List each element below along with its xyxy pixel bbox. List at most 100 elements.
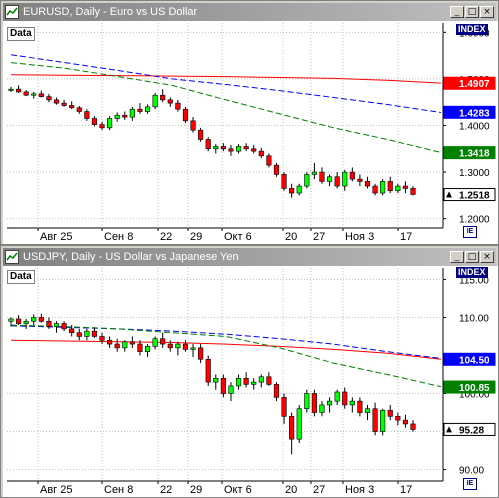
- x-tick-label: Авг 25: [40, 484, 72, 496]
- close-button[interactable]: ×: [480, 251, 494, 263]
- candle-body: [114, 343, 120, 349]
- price-tag-box: [443, 146, 496, 160]
- candle-body: [281, 174, 287, 189]
- chart-corner-button[interactable]: IE: [463, 226, 477, 238]
- y-tick-label: 1.2000: [459, 215, 490, 226]
- candle-body: [372, 185, 378, 194]
- price-tag-label: 1.4283: [459, 108, 490, 119]
- moving-average-line: [10, 54, 442, 113]
- candle-body: [395, 416, 401, 421]
- x-tick-label: Сен 8: [104, 231, 133, 243]
- usdjpy-chart-window[interactable]: USDJPY, Daily - US Dollar vs Japanese Ye…: [0, 245, 499, 498]
- price-axis-area: [443, 268, 496, 481]
- close-button[interactable]: ×: [480, 6, 494, 18]
- candle-body: [144, 106, 151, 112]
- candle-body: [349, 400, 355, 406]
- candle-body: [410, 423, 416, 430]
- candle-body: [160, 338, 166, 345]
- candle-body: [129, 108, 135, 118]
- data-window-label[interactable]: Data: [7, 270, 35, 284]
- x-tick-label: Окт 6: [224, 484, 252, 496]
- price-tag-box: [443, 76, 496, 90]
- candle-body: [152, 94, 158, 108]
- candle-body: [395, 185, 401, 192]
- candle-body: [175, 343, 181, 349]
- price-tag-label: 1.3418: [459, 149, 490, 160]
- candle-body: [8, 88, 14, 91]
- data-window-label[interactable]: Data: [7, 27, 35, 41]
- usdjpy-title-bar[interactable]: USDJPY, Daily - US Dollar vs Japanese Ye…: [3, 248, 496, 266]
- maximize-button[interactable]: □: [465, 6, 479, 18]
- candle-body: [152, 338, 158, 347]
- candle-body: [380, 409, 386, 432]
- candle-body: [220, 378, 226, 394]
- candle-body: [235, 378, 242, 387]
- candle-body: [61, 102, 67, 106]
- y-tick-label: 90.00: [459, 466, 484, 477]
- candle-body: [31, 93, 37, 96]
- candle-body: [190, 120, 196, 131]
- x-tick-label: Ноя 3: [345, 484, 374, 496]
- x-tick-label: 22: [160, 231, 172, 243]
- moving-average-line: [10, 324, 442, 388]
- candle-body: [243, 378, 249, 385]
- price-tag-box: [443, 380, 496, 394]
- price-tag-box: [443, 105, 496, 119]
- candle-body: [304, 393, 310, 410]
- moving-average-line: [10, 74, 442, 84]
- last-price-marker-icon: [446, 426, 452, 433]
- usdjpy-candlestick-chart[interactable]: Авг 25 Сен 8 22 29 Окт 6 20 27 Ноя 3 17 115.00 110…: [3, 266, 498, 497]
- candle-body: [273, 164, 280, 175]
- candle-body: [342, 171, 348, 187]
- candle-body: [289, 188, 295, 194]
- chart-window-icon: [5, 5, 19, 19]
- candle-body: [364, 181, 371, 187]
- eurusd-title-bar[interactable]: EURUSD, Daily - Euro vs US Dollar _ □ ×: [3, 3, 496, 21]
- candle-body: [69, 328, 75, 333]
- price-tag-label: 1.2518: [459, 191, 490, 202]
- minimize-button[interactable]: _: [450, 251, 464, 263]
- candle-body: [334, 176, 340, 187]
- chart-background: [3, 266, 498, 497]
- candle-body: [31, 317, 37, 322]
- candle-body: [84, 111, 90, 119]
- x-tick-label: Окт 6: [224, 231, 252, 243]
- x-tick-label: 27: [313, 231, 325, 243]
- candle-body: [205, 139, 211, 150]
- moving-average-line: [10, 62, 442, 153]
- candle-body: [76, 107, 82, 112]
- x-tick-label: Сен 8: [104, 484, 133, 496]
- price-tag-label: 95.28: [459, 425, 484, 436]
- minimize-button[interactable]: _: [450, 6, 464, 18]
- candle-body: [144, 346, 151, 352]
- candle-body: [364, 408, 371, 413]
- x-tick-label: 17: [400, 231, 412, 243]
- candle-body: [107, 118, 113, 129]
- candle-body: [296, 185, 302, 194]
- candle-body: [16, 318, 22, 324]
- candle-body: [23, 320, 29, 324]
- candle-body: [137, 343, 143, 352]
- candle-body: [91, 118, 98, 125]
- maximize-button[interactable]: □: [465, 251, 479, 263]
- candle-body: [69, 105, 75, 109]
- candle-body: [281, 397, 287, 417]
- candle-body: [228, 385, 234, 394]
- candle-body: [228, 148, 234, 152]
- candle-body: [190, 347, 196, 350]
- index-badge: INDEX: [456, 267, 488, 278]
- candle-body: [296, 408, 302, 440]
- x-tick-label: 29: [190, 484, 202, 496]
- candle-body: [129, 341, 135, 345]
- x-tick-label: 29: [190, 231, 202, 243]
- x-tick-label: Ноя 3: [345, 231, 374, 243]
- candle-body: [122, 114, 128, 118]
- y-tick-label: 115.00: [459, 275, 489, 286]
- eurusd-chart-window[interactable]: EURUSD, Daily - Euro vs US Dollar _ □ × …: [0, 0, 499, 245]
- y-tick-label: 100.00: [459, 390, 490, 401]
- candle-body: [251, 148, 257, 152]
- candle-body: [76, 332, 82, 337]
- chart-background: [3, 21, 498, 244]
- chart-corner-button[interactable]: IE: [463, 478, 477, 490]
